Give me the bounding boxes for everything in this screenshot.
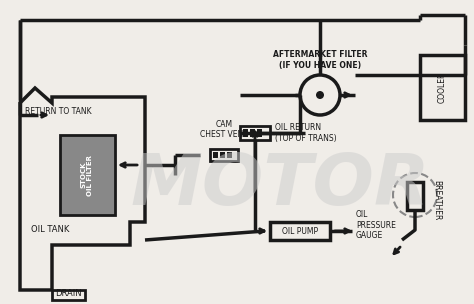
Text: OIL
PRESSURE
GAUGE: OIL PRESSURE GAUGE — [356, 210, 396, 240]
Polygon shape — [52, 290, 85, 300]
Text: MOTOR: MOTOR — [130, 150, 430, 219]
Bar — [257, 129, 262, 137]
Text: OIL PUMP: OIL PUMP — [282, 226, 318, 236]
Bar — [250, 129, 255, 137]
Circle shape — [316, 91, 324, 99]
Text: BREATHER: BREATHER — [432, 180, 441, 220]
Bar — [240, 126, 270, 140]
Bar — [227, 152, 232, 158]
Text: CAM
CHEST VENT: CAM CHEST VENT — [200, 119, 248, 139]
Text: AFTERMARKET FILTER
(IF YOU HAVE ONE): AFTERMARKET FILTER (IF YOU HAVE ONE) — [273, 50, 367, 70]
Text: DRAIN: DRAIN — [55, 289, 82, 298]
Text: STOCK
OIL FILTER: STOCK OIL FILTER — [81, 154, 93, 195]
Bar — [407, 182, 423, 210]
Bar — [220, 152, 225, 158]
Text: RETURN TO TANK: RETURN TO TANK — [25, 108, 91, 116]
Text: OIL RETURN
(TOP OF TRANS): OIL RETURN (TOP OF TRANS) — [275, 123, 337, 143]
Text: OIL TANK: OIL TANK — [31, 226, 69, 234]
Bar — [420, 55, 465, 120]
Bar — [243, 129, 248, 137]
Text: COOLER: COOLER — [438, 72, 447, 103]
Bar — [213, 152, 218, 158]
Bar — [60, 135, 115, 215]
Circle shape — [300, 75, 340, 115]
Bar — [210, 149, 238, 161]
Bar — [270, 222, 330, 240]
Polygon shape — [20, 88, 145, 290]
